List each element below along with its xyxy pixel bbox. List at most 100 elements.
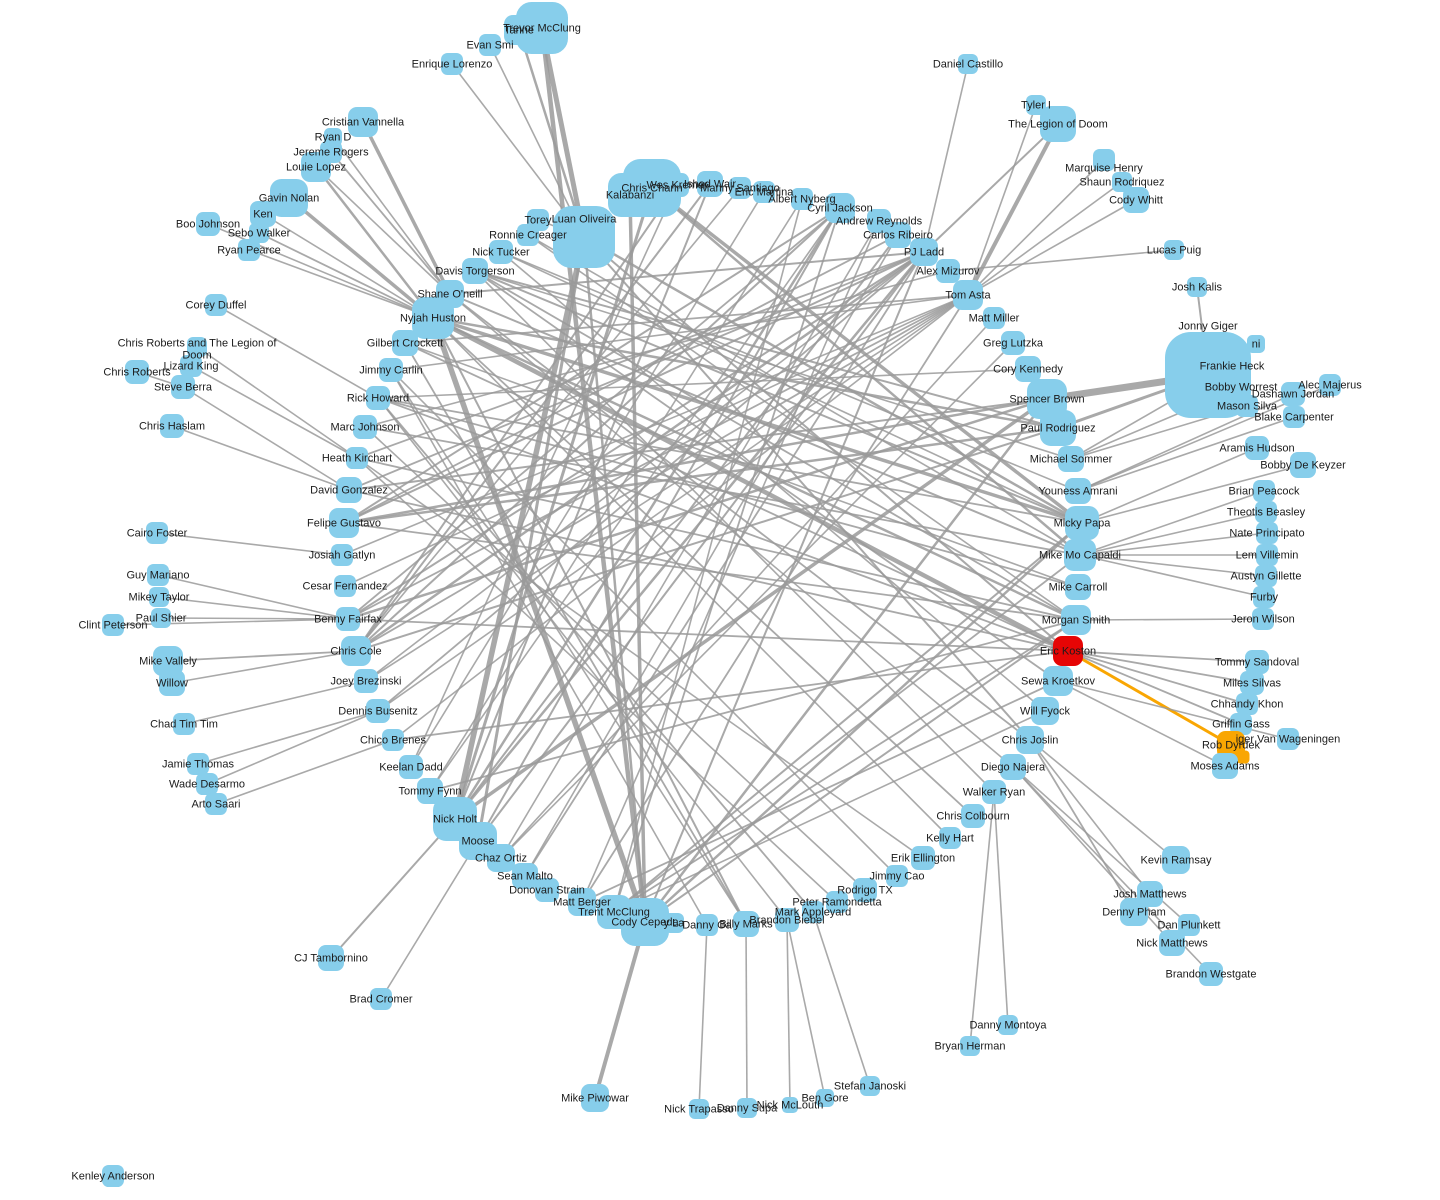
node-mike-vallely[interactable] xyxy=(153,646,183,676)
node-cory-kennedy[interactable] xyxy=(1015,356,1041,382)
node-iger-van-wageningen[interactable] xyxy=(1277,728,1299,750)
node-chico-brenes[interactable] xyxy=(382,729,404,751)
node-mike-mo-capaldi[interactable] xyxy=(1064,539,1096,571)
node-morgan-smith[interactable] xyxy=(1061,605,1091,635)
node-y-la[interactable] xyxy=(664,913,684,933)
node-lucas-puig[interactable] xyxy=(1164,240,1184,260)
node-brad-cromer[interactable] xyxy=(370,988,392,1010)
node-brandon-biebel[interactable] xyxy=(775,908,799,932)
node-mike-carroll[interactable] xyxy=(1065,574,1091,600)
node-louie-lopez[interactable] xyxy=(301,152,331,182)
node-steve-berra[interactable] xyxy=(171,375,195,399)
node-michael-sommer[interactable] xyxy=(1058,446,1084,472)
node-dan-plunkett[interactable] xyxy=(1178,914,1200,936)
node-eric-koston[interactable] xyxy=(1053,636,1083,666)
node-ni[interactable] xyxy=(1247,335,1265,353)
node-nyjah-huston[interactable] xyxy=(412,297,454,339)
node-cristian-vannella[interactable] xyxy=(348,107,378,137)
node-frankie-heck[interactable] xyxy=(1222,356,1242,376)
node-griffin-gass[interactable] xyxy=(1230,713,1252,735)
node-aramis-hudson[interactable] xyxy=(1245,436,1269,460)
node-sebo-walker[interactable] xyxy=(249,223,269,243)
node-david-gonzalez[interactable] xyxy=(336,477,362,503)
node-miles-silvas[interactable] xyxy=(1240,671,1264,695)
node-alex-mizurov[interactable] xyxy=(936,259,960,283)
node-carlos-ribeiro[interactable] xyxy=(885,222,911,248)
node-bobby-de-keyzer[interactable] xyxy=(1290,452,1316,478)
node-cesar-fernandez[interactable] xyxy=(334,575,356,597)
node-davis-torgerson[interactable] xyxy=(462,258,488,284)
node-cyril-jackson[interactable] xyxy=(825,193,855,223)
node-spencer-brown[interactable] xyxy=(1027,379,1067,419)
node-ronnie-creager[interactable] xyxy=(517,224,539,246)
node-enrique-lorenzo[interactable] xyxy=(441,53,463,75)
node-dennis-busenitz[interactable] xyxy=(366,699,390,723)
node-tom-asta[interactable] xyxy=(953,280,983,310)
node-evan-smi[interactable] xyxy=(479,34,501,56)
node-chris-cole[interactable] xyxy=(341,636,371,666)
node-mark-appleyard[interactable] xyxy=(802,901,824,923)
node-austyn-gillette[interactable] xyxy=(1255,565,1277,587)
node-denny-pham[interactable] xyxy=(1120,898,1148,926)
node-kelly-hart[interactable] xyxy=(939,827,961,849)
node-manny-santiago[interactable] xyxy=(729,177,751,199)
node-joey-brezinski[interactable] xyxy=(354,669,378,693)
node-stefan-janoski[interactable] xyxy=(860,1076,880,1096)
node-nate-principato[interactable] xyxy=(1256,522,1278,544)
node-brandon-westgate[interactable] xyxy=(1199,962,1223,986)
node-daniel-castillo[interactable] xyxy=(958,54,978,74)
node-rick-howard[interactable] xyxy=(366,386,390,410)
node-clint-peterson[interactable] xyxy=(102,614,124,636)
node-felipe-gustavo[interactable] xyxy=(329,508,359,538)
node-bobby-worrest[interactable] xyxy=(1231,377,1251,397)
node-the-legion-of-doom[interactable] xyxy=(1040,106,1076,142)
node-nick-tucker[interactable] xyxy=(489,240,513,264)
node-trevor-mcclung[interactable] xyxy=(516,2,568,54)
node-chris-colbourn[interactable] xyxy=(961,804,985,828)
node-danny-supa[interactable] xyxy=(737,1098,757,1118)
node-cj-tambornino[interactable] xyxy=(318,945,344,971)
node-gilbert-crockett[interactable] xyxy=(392,330,418,356)
node-tommy-sandoval[interactable] xyxy=(1245,650,1269,674)
node-rob-dyrdek[interactable] xyxy=(1217,731,1245,759)
node-billy-marks[interactable] xyxy=(733,911,759,937)
node-matt-miller[interactable] xyxy=(983,307,1005,329)
node-chad-tim-tim[interactable] xyxy=(173,713,195,735)
node-jimmy-carlin[interactable] xyxy=(379,358,403,382)
node-andrew-reynolds[interactable] xyxy=(867,209,891,233)
node-albert-nyberg[interactable] xyxy=(791,188,813,210)
node-lizard-king[interactable] xyxy=(180,355,202,377)
node-chris-joslin[interactable] xyxy=(1016,726,1044,754)
node-donovan-strain[interactable] xyxy=(535,878,559,902)
node-danny-montoya[interactable] xyxy=(998,1015,1018,1035)
node-theotis-beasley[interactable] xyxy=(1255,501,1277,523)
node-josh-kalis[interactable] xyxy=(1187,277,1207,297)
node-erik-ellington[interactable] xyxy=(911,846,935,870)
node-cairo-foster[interactable] xyxy=(146,522,168,544)
node-greg-lutzka[interactable] xyxy=(1001,331,1025,355)
node-mike-piwowar[interactable] xyxy=(581,1084,609,1112)
node-marc-johnson[interactable] xyxy=(353,415,377,439)
node-cody-whitt[interactable] xyxy=(1123,187,1149,213)
node-kenley-anderson[interactable] xyxy=(102,1165,124,1187)
node-jeron-wilson[interactable] xyxy=(1252,608,1274,630)
node-walker-ryan[interactable] xyxy=(982,780,1006,804)
node-bryan-herman[interactable] xyxy=(960,1036,980,1056)
node-furby[interactable] xyxy=(1253,586,1275,608)
node-sean-malto[interactable] xyxy=(512,863,538,889)
node-nick-mclouth[interactable] xyxy=(782,1097,798,1113)
node-corey-duffel[interactable] xyxy=(205,294,227,316)
node-mikey-taylor[interactable] xyxy=(149,587,169,607)
node-heath-kirchart[interactable] xyxy=(346,447,368,469)
node-benny-fairfax[interactable] xyxy=(336,607,360,631)
node-danny-ga[interactable] xyxy=(696,914,718,936)
node-will-fyock[interactable] xyxy=(1031,697,1059,725)
node-eric-martina[interactable] xyxy=(753,181,775,203)
node-chris-chann[interactable] xyxy=(623,159,681,217)
node-matt-berger[interactable] xyxy=(568,888,596,916)
node-jonny-giger[interactable] xyxy=(1165,332,1251,418)
node-keelan-dadd[interactable] xyxy=(399,755,423,779)
node-marquise-henry[interactable] xyxy=(1093,149,1115,171)
node-diego-najera[interactable] xyxy=(1000,754,1026,780)
